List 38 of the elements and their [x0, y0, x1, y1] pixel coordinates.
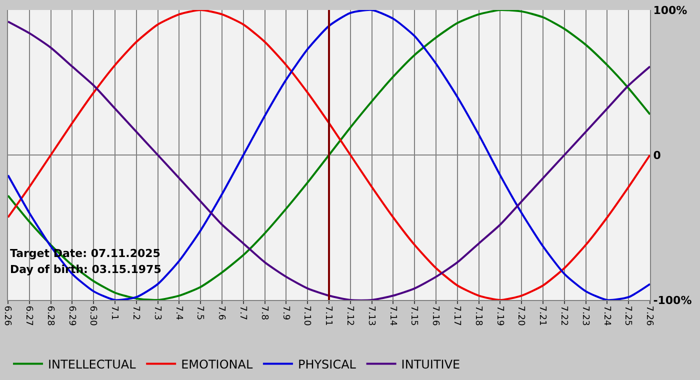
x-tick-label: 7.21	[537, 306, 548, 326]
x-tick-label: 7.26	[644, 306, 654, 326]
x-tick-label: 7.15	[408, 306, 419, 326]
legend-label: INTUITIVE	[401, 357, 460, 372]
x-tick-label: 7.13	[366, 306, 376, 326]
x-tick-label: 7.18	[472, 306, 483, 326]
x-tick-label: 7.22	[558, 306, 568, 326]
x-tick-label: 7.8	[258, 306, 269, 320]
x-tick-label: 6.28	[44, 306, 55, 326]
legend-label: PHYSICAL	[298, 357, 356, 372]
x-tick-label: 7.9	[280, 306, 290, 320]
x-tick-label: 6.26	[2, 306, 12, 326]
x-tick-label: 7.12	[344, 306, 354, 326]
x-tick-label: 7.25	[622, 306, 633, 326]
x-tick-label: 7.16	[430, 306, 440, 326]
x-tick-label: 7.20	[516, 306, 526, 326]
legend-label: INTELLECTUAL	[48, 357, 136, 372]
x-tick-label: 7.3	[152, 306, 162, 320]
y-tick-label: 0	[653, 148, 662, 162]
x-tick-label: 7.11	[323, 306, 334, 326]
x-tick-label: 6.30	[88, 306, 98, 326]
x-tick-label: 7.6	[216, 306, 226, 320]
x-tick-label: 7.1	[109, 306, 120, 320]
x-tick-label: 7.23	[580, 306, 590, 326]
x-tick-label: 7.14	[387, 306, 398, 326]
y-tick-label: -100%	[653, 294, 692, 307]
legend-label: EMOTIONAL	[181, 357, 253, 372]
x-tick-label: 7.7	[237, 306, 248, 320]
x-tick-label: 7.10	[302, 306, 312, 326]
x-tick-label: 7.19	[494, 306, 504, 326]
y-tick-label: 100%	[653, 4, 688, 17]
x-tick-label: 7.2	[130, 306, 140, 320]
x-tick-label: 7.24	[601, 306, 612, 326]
x-tick-label: 6.29	[66, 306, 76, 326]
x-tick-label: 7.4	[173, 306, 184, 320]
x-tick-label: 6.27	[23, 306, 34, 326]
x-tick-label: 7.17	[451, 306, 462, 326]
x-tick-label: 7.5	[194, 306, 205, 320]
